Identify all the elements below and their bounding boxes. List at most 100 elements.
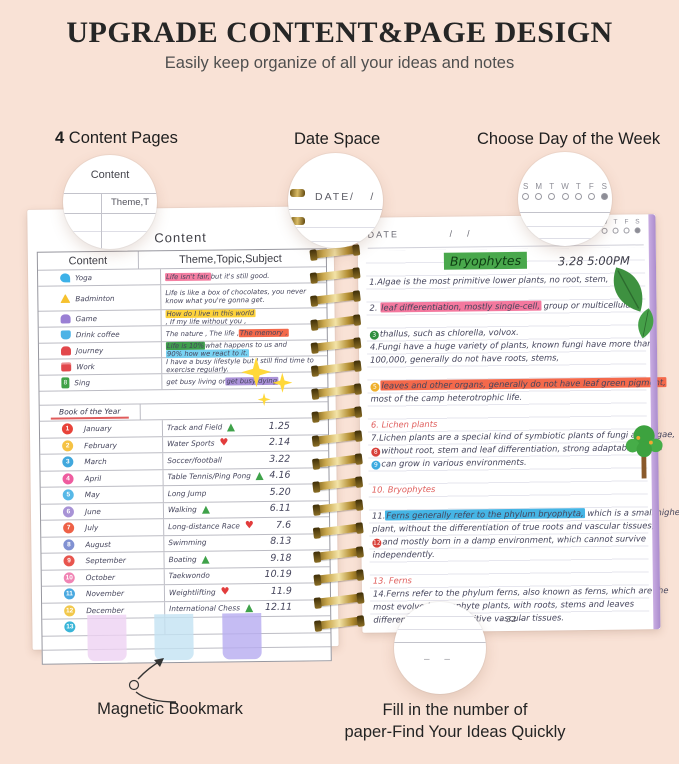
- entry-date: 1.25: [268, 420, 290, 432]
- journey-icon: [60, 346, 72, 356]
- date-slashes: / /: [449, 228, 470, 239]
- day-column: F: [587, 182, 595, 200]
- activity-label: Boating: [168, 554, 197, 564]
- divider: [394, 616, 486, 617]
- month-cell: 11 November: [41, 585, 166, 603]
- quote-text: Life is like a box of chocolates, you ne…: [165, 287, 307, 306]
- feature-label-content-pages: 4 Content Pages: [55, 129, 178, 148]
- note-text: 100,000, generally do not have roots, st…: [370, 352, 560, 365]
- content-cell-quote: How do I live in this world , If my life…: [161, 308, 326, 326]
- category-label: Journey: [75, 345, 104, 356]
- entry-date: 11.9: [270, 585, 293, 597]
- quote-text: The memory ,: [238, 328, 289, 337]
- day-letter: M: [535, 182, 543, 191]
- game-icon: [60, 314, 71, 324]
- note-text: plant, without the differentiation of tr…: [372, 520, 655, 534]
- coffee-icon: [60, 330, 71, 340]
- note-text: leaves and other organs, generally do no…: [380, 377, 667, 391]
- content-cell-category: Badminton: [38, 285, 162, 311]
- category-label: Yoga: [75, 273, 93, 283]
- feature-count: 4: [55, 129, 65, 147]
- book-of-year-cell: Book of the Year: [39, 404, 141, 421]
- note-text: which is a small higher: [584, 506, 679, 519]
- triangle-icon: [201, 555, 210, 564]
- heart-icon: ♥: [220, 586, 230, 598]
- month-number-badge: 3: [62, 456, 74, 468]
- note-text: thallus, such as chlorella, volvox.: [379, 326, 519, 339]
- feature-text: Content Pages: [64, 129, 178, 147]
- activity-label: Soccer/football: [167, 455, 222, 465]
- month-name: July: [85, 523, 99, 533]
- badminton-icon: [60, 294, 70, 303]
- empty-cell: [141, 410, 328, 412]
- entry-date: 4.16: [269, 469, 291, 482]
- entry-date: 12.11: [264, 601, 293, 614]
- day-column: T: [574, 182, 582, 200]
- month-name: December: [86, 605, 125, 615]
- note-text: Ferns generally refer to the phylum bryo…: [385, 508, 585, 521]
- content-cell-quote: Life is like a box of chocolates, you ne…: [161, 287, 326, 305]
- activity-cell: Boating 9.18: [165, 552, 330, 564]
- note-text: most of the camp heterotrophic life.: [370, 391, 523, 404]
- activity-cell: Table Tennis/Ping Pong 4.16: [163, 469, 328, 482]
- left-page: Content Content Theme,Topic,Subject Yoga…: [27, 206, 339, 665]
- note-lines: 1.Algae is the most primitive lower plan…: [369, 272, 679, 626]
- month-number-badge: 13: [64, 621, 76, 633]
- divider: [63, 213, 157, 214]
- callout-date-slashes: / /: [350, 191, 374, 203]
- content-cell-quote: get busy living or get busy dying: [162, 376, 327, 386]
- day-circle: [522, 193, 530, 200]
- month-number-badge: 9: [63, 555, 75, 567]
- quote-text: what happens to us and: [204, 340, 288, 350]
- leaf-icon: [638, 308, 654, 339]
- quote-text: The nature , The life ,: [165, 328, 240, 338]
- activity-label: Long Jump: [167, 488, 207, 498]
- triangle-icon: [255, 472, 264, 481]
- divider: [518, 226, 612, 227]
- month-cell: 5 May: [40, 486, 164, 504]
- divider: [394, 642, 486, 643]
- activity-label: Taekwondo: [168, 570, 210, 581]
- divider: [101, 193, 102, 249]
- month-number-badge: 5: [62, 489, 74, 501]
- day-circle: [634, 227, 641, 234]
- day-letter: T: [549, 182, 555, 191]
- month-number-badge: 2: [62, 440, 74, 452]
- callout-circle-content: Content Theme,T: [63, 155, 157, 249]
- date-label: DATE: [367, 229, 399, 240]
- month-cell: 1 January: [39, 420, 164, 438]
- activity-label: Table Tennis/Ping Pong: [167, 471, 251, 482]
- feature-label-day-of-week: Choose Day of the Week: [477, 130, 661, 148]
- table-body: Yoga Life isn't fair, but it's still good…: [38, 267, 331, 663]
- magnetic-bookmark-label: Magnetic Bookmark: [97, 700, 243, 718]
- month-name: September: [85, 555, 126, 566]
- month-number-badge: 6: [62, 506, 75, 518]
- month-number-badge: 8: [63, 539, 75, 551]
- triangle-icon: [244, 604, 254, 613]
- blank-page-number: – –: [424, 654, 456, 665]
- month-cell: 7 July: [41, 519, 165, 537]
- curved-arrow-icon: [128, 658, 177, 703]
- number-badge: 5: [370, 382, 380, 392]
- quote-text: Life is 10%: [165, 341, 206, 350]
- heart-icon: ♥: [244, 519, 254, 531]
- entry-date: 6.11: [269, 502, 291, 515]
- activity-cell: Long Jump 5.20: [164, 486, 329, 498]
- note-text: 10. Bryophytes: [371, 483, 436, 495]
- category-label: Sing: [74, 378, 91, 388]
- heart-icon: ♥: [219, 437, 229, 449]
- number-badge: 9: [371, 460, 381, 470]
- divider: [288, 209, 383, 210]
- content-cell-category: Drink coffee: [38, 326, 162, 343]
- note-text: 1.Algae is the most primitive lower plan…: [369, 273, 609, 287]
- callout-date-label: DATE: [315, 191, 351, 203]
- entry-date: 9.18: [270, 552, 292, 564]
- month-number-badge: 12: [64, 605, 76, 617]
- activity-label: Swimming: [168, 537, 207, 548]
- entry-date: 3.22: [269, 453, 291, 465]
- activity-label: International Chess: [169, 603, 241, 614]
- activity-label: Long-distance Race: [168, 521, 240, 531]
- activity-label: Water Sports: [167, 438, 215, 449]
- activity-cell: Track and Field 1.25: [163, 420, 328, 432]
